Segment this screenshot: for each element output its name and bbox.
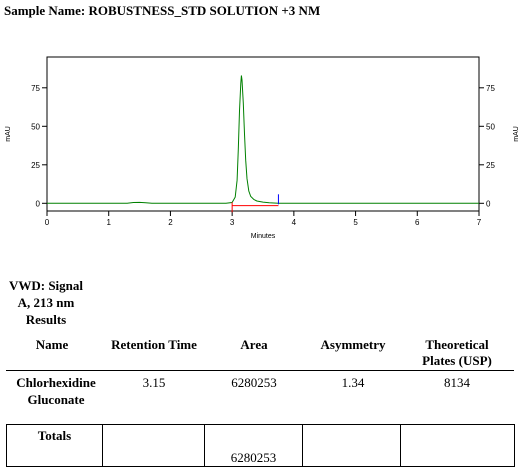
totals-label: Totals: [6, 424, 103, 467]
plot-frame: [46, 56, 480, 212]
column-header-theoretical-plates-line2: Plates (USP): [422, 353, 492, 368]
column-header-area: Area: [210, 337, 298, 353]
column-header-asymmetry-text: Asymmetry: [320, 337, 386, 352]
y-tick-label-left: 75: [31, 84, 40, 93]
column-header-name: Name: [10, 337, 94, 353]
column-header-asymmetry: Asymmetry: [306, 337, 400, 353]
chromatogram-trace: [47, 75, 479, 204]
totals-plates: [400, 424, 515, 467]
totals-area: 6280253: [204, 424, 303, 467]
y-tick-label-right: 0: [486, 199, 491, 208]
row-name-line1: Chlorhexidine: [16, 375, 96, 390]
x-tick-label: 1: [106, 218, 111, 227]
totals-asymmetry: [302, 424, 401, 467]
row-theoretical-plates: 8134: [444, 375, 470, 390]
column-header-theoretical-plates-line1: Theoretical: [425, 337, 489, 352]
y-tick-label-left: 25: [31, 161, 40, 170]
x-axis-label: Minutes: [251, 233, 276, 240]
signal-label: VWD: Signal: [8, 278, 84, 293]
sample-name: Sample Name: ROBUSTNESS_STD SOLUTION +3 …: [4, 3, 320, 19]
column-header-retention-time: Retention Time: [102, 337, 206, 353]
results-label: Results: [25, 312, 67, 327]
x-tick-label: 5: [353, 218, 358, 227]
row-retention-time: 3.15: [142, 375, 166, 390]
row-asymmetry: 1.34: [341, 375, 365, 390]
y-axis-label-left: mAU: [5, 126, 12, 142]
y-axis-label-right: mAU: [513, 126, 520, 142]
wavelength-label: A, 213 nm: [17, 295, 75, 310]
x-tick-label: 0: [45, 218, 50, 227]
y-tick-label-left: 0: [36, 199, 41, 208]
row-name-line2: Gluconate: [27, 392, 85, 407]
row-area: 6280253: [231, 375, 277, 390]
totals-retention-time: [102, 424, 205, 467]
results-heading: VWD: Signal A, 213 nm Results: [8, 277, 84, 328]
x-tick-label: 3: [230, 218, 235, 227]
y-tick-label-right: 50: [486, 122, 495, 131]
totals-row: Totals 6280253: [6, 424, 515, 467]
y-tick-label-left: 50: [31, 122, 40, 131]
x-tick-label: 2: [168, 218, 173, 227]
x-tick-label: 4: [292, 218, 297, 227]
y-tick-label-right: 25: [486, 161, 495, 170]
x-tick-label: 7: [477, 218, 482, 227]
totals-table: Totals 6280253: [6, 424, 515, 467]
y-tick-label-right: 75: [486, 84, 495, 93]
column-header-theoretical-plates: Theoretical Plates (USP): [404, 337, 510, 369]
chromatogram-chart: 0 1 2 3 4 5 6 7 0 0 25 25 50 50 75 75 Minutes mAU mAU: [5, 56, 520, 240]
column-header-area-text: Area: [240, 337, 268, 352]
x-tick-label: 6: [415, 218, 420, 227]
column-header-retention-time-text: Retention Time: [111, 337, 197, 352]
row-name: Chlorhexidine Gluconate: [10, 374, 102, 408]
sample-name-value: ROBUSTNESS_STD SOLUTION +3 NM: [88, 3, 321, 18]
sample-name-label: Sample Name:: [4, 3, 86, 18]
column-header-name-text: Name: [35, 337, 69, 352]
header-divider: [6, 370, 514, 371]
